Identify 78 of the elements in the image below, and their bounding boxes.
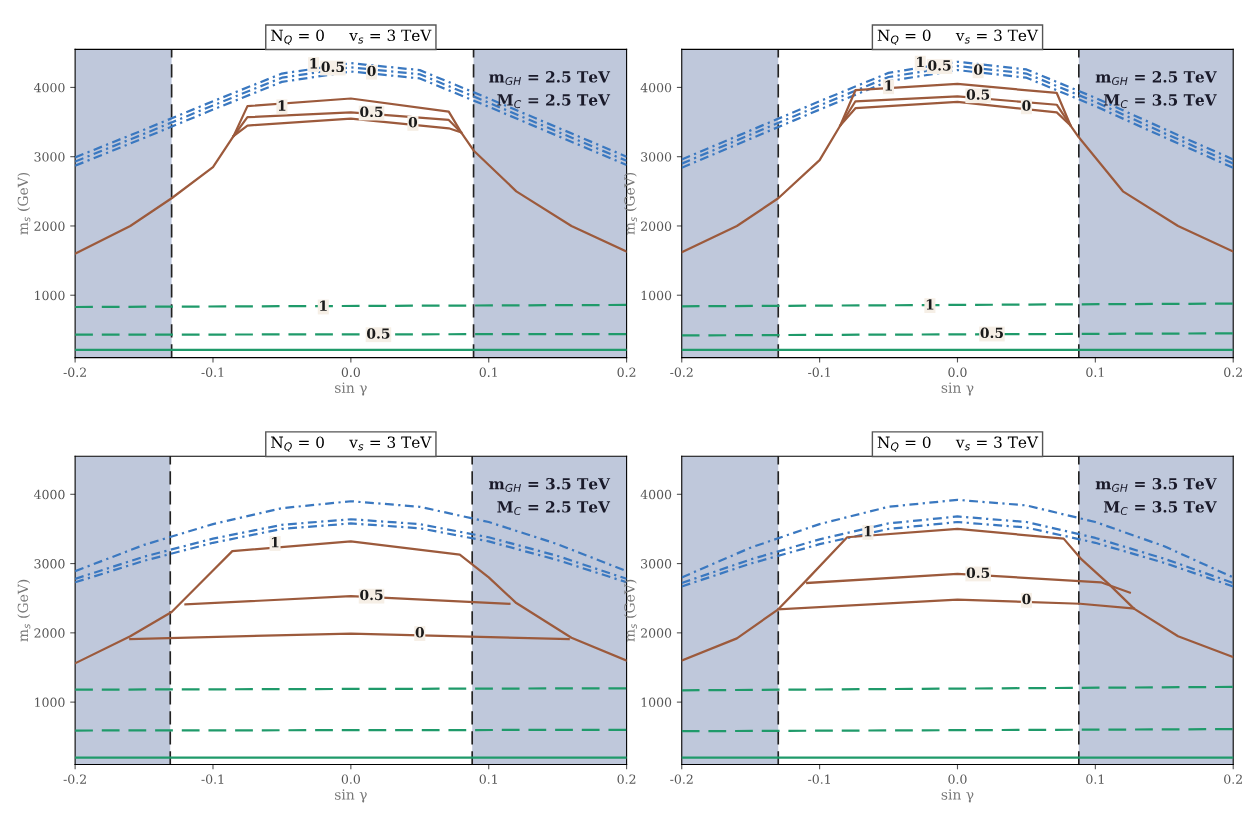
y-tick-label: 1000 [35, 290, 65, 301]
x-tick-label: 0.2 [1224, 367, 1242, 377]
annotation: 0.5 [980, 327, 1003, 339]
annotation: 0 [1022, 593, 1031, 605]
annotation: 1 [885, 80, 892, 91]
y-tick-label: 3000 [34, 559, 65, 569]
x-tick-label: 0.0 [341, 367, 360, 377]
x-tick-label: 0.1 [479, 774, 497, 784]
annotation: 1 [926, 299, 934, 310]
x-tick-label: -0.1 [201, 774, 224, 784]
y-tick-label: 4000 [33, 82, 65, 93]
annotation: 0 [408, 116, 418, 128]
x-tick-label: 0.1 [1086, 367, 1104, 377]
chart-title: N$_{Q}$ = 0 v$_{s}$ = 3 TeV [877, 29, 1039, 45]
annotation: 0.5 [966, 567, 990, 578]
annotation: 1 [320, 300, 327, 311]
annotation: m$_{GH}$ = 2.5 TeV [489, 71, 611, 86]
annotation: 1 [310, 58, 318, 69]
y-tick-label: 1000 [641, 290, 672, 301]
x-axis-title: sin γ [941, 789, 974, 803]
x-tick-label: 0.0 [948, 367, 967, 377]
y-tick-label: 3000 [34, 152, 65, 162]
x-tick-label: -0.2 [670, 774, 693, 784]
y-tick-label: 4000 [33, 489, 65, 500]
annotation: M$_{C}$ = 2.5 TeV [497, 94, 611, 109]
annotation: 0.5 [928, 60, 951, 71]
annotation: 0 [367, 65, 376, 77]
y-axis-title: m$_{s}$ (GeV) [17, 172, 31, 235]
x-tick-label: -0.1 [808, 367, 830, 377]
y-axis-title: m$_{s}$ (GeV) [623, 172, 637, 235]
x-tick-label: 0.2 [617, 367, 636, 377]
annotation: 0 [973, 64, 983, 75]
y-tick-label: 3000 [641, 559, 672, 569]
annotation: 0.5 [367, 328, 390, 339]
annotation: 0.5 [360, 106, 383, 118]
y-tick-label: 2000 [34, 221, 65, 231]
y-tick-label: 3000 [641, 152, 672, 162]
annotation: 1 [917, 56, 924, 68]
x-tick-label: 0.2 [1224, 774, 1242, 784]
annotation: 0 [415, 627, 424, 638]
x-tick-label: 0.2 [617, 774, 636, 784]
annotation: 0.5 [360, 589, 383, 601]
x-axis-title: sin γ [335, 789, 367, 803]
y-tick-label: 1000 [641, 697, 672, 708]
annotation: 1 [278, 100, 286, 111]
chart-title: N$_{Q}$ = 0 v$_{s}$ = 3 TeV [271, 436, 432, 452]
chart-title: N$_{Q}$ = 0 v$_{s}$ = 3 TeV [271, 29, 432, 45]
annotation: m$_{GH}$ = 2.5 TeV [1095, 71, 1217, 86]
annotation: m$_{GH}$ = 3.5 TeV [1095, 477, 1217, 492]
annotation: 1 [864, 525, 872, 537]
x-axis-title: sin γ [335, 382, 367, 396]
x-tick-label: 0.1 [1086, 774, 1104, 784]
x-tick-label: -0.2 [63, 367, 86, 377]
y-axis-title: m$_{s}$ (GeV) [17, 579, 31, 642]
x-tick-label: -0.1 [808, 774, 830, 784]
y-tick-label: 2000 [641, 628, 672, 638]
x-axis-title: sin γ [941, 382, 974, 396]
annotation: M$_{C}$ = 2.5 TeV [497, 501, 611, 516]
chart-title: N$_{Q}$ = 0 v$_{s}$ = 3 TeV [877, 436, 1039, 452]
y-tick-label: 4000 [640, 489, 672, 500]
annotation: 0.5 [966, 89, 990, 100]
annotation: 1 [271, 537, 279, 548]
y-tick-label: 2000 [641, 221, 672, 231]
annotation: m$_{GH}$ = 3.5 TeV [489, 477, 611, 492]
y-tick-label: 4000 [640, 82, 672, 93]
x-tick-label: 0.0 [948, 774, 967, 784]
annotation: 0 [1022, 100, 1031, 111]
annotation: 0.5 [321, 61, 344, 73]
x-tick-label: 0.1 [479, 367, 497, 377]
x-tick-label: -0.2 [63, 774, 86, 784]
y-tick-label: 1000 [35, 697, 65, 708]
x-tick-label: -0.1 [201, 367, 224, 377]
annotation: M$_{C}$ = 3.5 TeV [1103, 94, 1217, 109]
y-tick-label: 2000 [34, 628, 65, 638]
x-tick-label: -0.2 [670, 367, 693, 377]
y-axis-title: m$_{s}$ (GeV) [623, 579, 637, 642]
annotation: M$_{C}$ = 3.5 TeV [1103, 501, 1217, 516]
x-tick-label: 0.0 [341, 774, 360, 784]
